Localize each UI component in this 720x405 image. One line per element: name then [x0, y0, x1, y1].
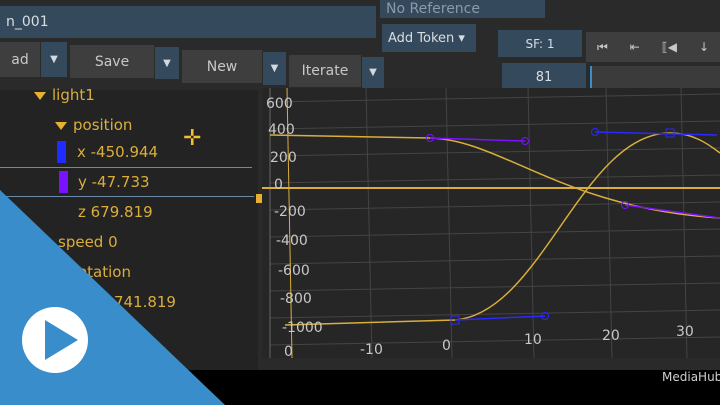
graph-bg: [262, 88, 720, 358]
grid-line: [269, 93, 720, 103]
tree-item-light1[interactable]: light1: [34, 86, 95, 104]
grid-line: [365, 88, 373, 358]
tangent-handle[interactable]: [454, 315, 546, 321]
keyframe[interactable]: [665, 128, 675, 138]
divider: [0, 167, 252, 168]
current-frame-field[interactable]: 81: [502, 63, 586, 91]
add-token-button[interactable]: Add Token ▾: [382, 24, 476, 52]
grid-line: [269, 174, 720, 184]
x-tick-label: 0: [442, 338, 451, 354]
splitter-handle[interactable]: [256, 194, 265, 203]
new-button[interactable]: New: [182, 50, 262, 83]
grid-line: [269, 201, 720, 211]
tangent-point[interactable]: [541, 312, 549, 320]
tangent-handle[interactable]: [429, 137, 526, 142]
x-tick-label: 20: [602, 328, 620, 344]
tangent-handle[interactable]: [624, 204, 720, 219]
prev-frame-icon[interactable]: ⟦◀: [661, 40, 677, 54]
tree-item-position[interactable]: position: [55, 116, 132, 134]
y-tick-label: 600: [266, 96, 293, 112]
grid-line: [527, 88, 535, 358]
add-token-label: Add Token: [388, 30, 455, 46]
grid-line: [269, 282, 720, 292]
load-button[interactable]: ad: [0, 42, 40, 77]
keyframe[interactable]: [450, 315, 460, 325]
tangent-handle[interactable]: [594, 131, 718, 136]
y-tick-label: 400: [268, 122, 295, 138]
crosshair-cursor-icon: ✛: [183, 126, 202, 151]
tree-item-y[interactable]: y -47.733: [78, 173, 150, 191]
y-tick-label: -800: [280, 291, 312, 307]
tree-label: light1: [52, 86, 95, 104]
name-field[interactable]: n_001: [0, 6, 376, 38]
y-tick-label: -200: [274, 204, 306, 220]
current-frame-line: [286, 88, 293, 358]
tree-label: position: [73, 116, 133, 134]
tree-item-rotation[interactable]: otation: [78, 263, 131, 281]
jump-start-icon[interactable]: ⏮: [596, 39, 608, 54]
graph-editor-app: No Reference n_001 ad ▼ Save ▼ New ▼ Ite…: [0, 0, 720, 370]
curve-y: [269, 134, 720, 219]
y-tick-label: -600: [278, 263, 310, 279]
grid-line: [680, 88, 688, 358]
grid-line: [269, 228, 720, 238]
tree-item-speed[interactable]: speed 0: [58, 233, 118, 251]
curve-graph[interactable]: 600 400 200 0 -200 -400 -600 -800 -1000 …: [262, 88, 720, 358]
y-tick-label: 0: [274, 177, 283, 193]
grid-line: [269, 309, 720, 319]
save-button[interactable]: Save: [70, 45, 154, 78]
tree-item-x[interactable]: x -450.944: [77, 143, 159, 161]
x-tick-label: -10: [360, 342, 383, 358]
x-channel-swatch: [57, 141, 66, 163]
y-tick-label: 0: [284, 344, 293, 358]
tangent-point[interactable]: [621, 201, 629, 209]
prev-key-icon[interactable]: ⇤: [629, 40, 640, 54]
tangent-point[interactable]: [521, 137, 529, 145]
y-tick-label: -1000: [282, 320, 323, 336]
grid-line: [269, 336, 720, 346]
y-tick-label: 200: [270, 150, 297, 166]
load-dropdown[interactable]: ▼: [41, 42, 67, 77]
watermark: MediaHub: [662, 370, 720, 384]
grid-line: [269, 120, 720, 130]
expand-icon[interactable]: [34, 91, 46, 100]
tree-item-z[interactable]: z 679.819: [78, 203, 153, 221]
transport-controls: ⏮ ⇤ ⟦◀ ↓: [586, 32, 720, 62]
x-tick-label: 10: [524, 332, 542, 348]
grid-line: [445, 88, 453, 358]
save-dropdown[interactable]: ▼: [155, 47, 179, 79]
tangent-point[interactable]: [591, 128, 599, 136]
grid-line: [269, 255, 720, 265]
iterate-dropdown[interactable]: ▼: [362, 57, 384, 88]
keyframe[interactable]: [426, 134, 434, 142]
y-channel-swatch: [59, 171, 68, 193]
x-tick-label: 30: [676, 324, 694, 340]
expand-icon[interactable]: [55, 121, 67, 130]
grid-line: [269, 147, 720, 157]
play-icon[interactable]: [22, 307, 88, 373]
reference-field[interactable]: No Reference: [380, 0, 545, 18]
y-tick-label: -400: [276, 233, 308, 249]
iterate-button[interactable]: Iterate: [289, 55, 361, 87]
tree-item-rotation-value[interactable]: o 741.819: [100, 293, 176, 311]
start-frame-field[interactable]: SF: 1: [498, 30, 582, 57]
step-icon[interactable]: ↓: [698, 40, 709, 54]
new-dropdown[interactable]: ▼: [263, 52, 286, 85]
divider: [0, 196, 254, 197]
curve-x: [284, 132, 720, 326]
